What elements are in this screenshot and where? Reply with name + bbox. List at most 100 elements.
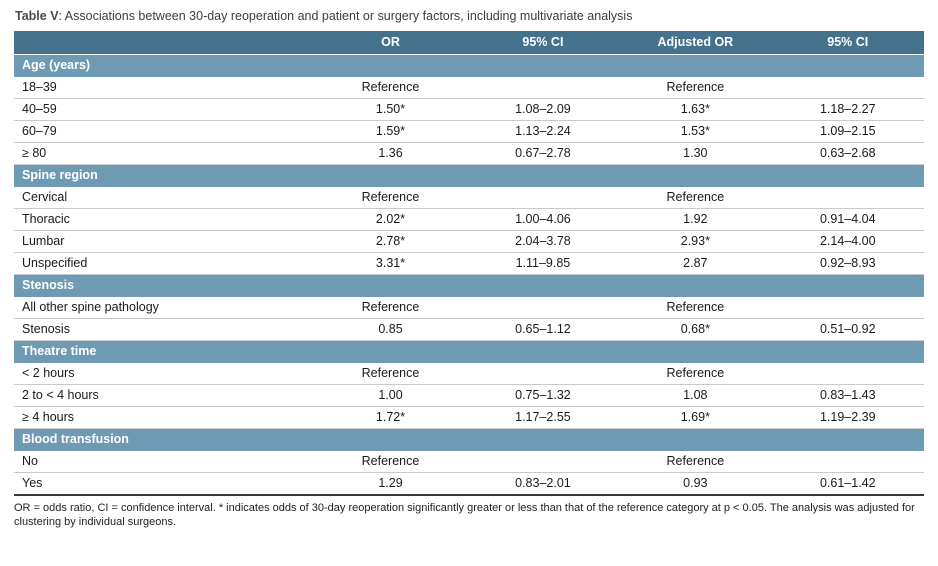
cell-value: Reference xyxy=(619,186,772,209)
table-title-text: : Associations between 30-day reoperatio… xyxy=(58,9,633,23)
cell-value: 0.61–1.42 xyxy=(771,472,924,496)
row-label: 40–59 xyxy=(14,98,315,121)
table-row: Stenosis 0.85 0.65–1.12 0.68* 0.51–0.92 xyxy=(14,318,924,341)
table-row: 40–59 1.50* 1.08–2.09 1.63* 1.18–2.27 xyxy=(14,98,924,121)
table-row: < 2 hours Reference Reference xyxy=(14,362,924,385)
section-header-row: Age (years) xyxy=(14,54,924,77)
cell-value: 0.63–2.68 xyxy=(771,142,924,165)
cell-value: Reference xyxy=(314,186,467,209)
table-row: ≥ 80 1.36 0.67–2.78 1.30 0.63–2.68 xyxy=(14,142,924,165)
row-label: ≥ 4 hours xyxy=(14,406,315,429)
cell-value xyxy=(771,450,924,473)
cell-value: 0.67–2.78 xyxy=(466,142,620,165)
section-header: Stenosis xyxy=(14,274,924,297)
section-header-row: Blood transfusion xyxy=(14,428,924,451)
cell-value xyxy=(466,76,620,99)
table-footnote: OR = odds ratio, CI = confidence interva… xyxy=(14,502,915,528)
cell-value: 0.68* xyxy=(619,318,772,341)
cell-value: 0.75–1.32 xyxy=(466,384,620,407)
cell-value: Reference xyxy=(314,76,467,99)
row-label: 60–79 xyxy=(14,120,315,143)
cell-value: 1.59* xyxy=(314,120,467,143)
cell-value xyxy=(771,296,924,319)
cell-value: 1.72* xyxy=(314,406,467,429)
cell-value: 2.93* xyxy=(619,230,772,253)
table-row: Unspecified 3.31* 1.11–9.85 2.87 0.92–8.93 xyxy=(14,252,924,275)
column-header: OR xyxy=(314,31,467,55)
cell-value: 0.83–2.01 xyxy=(466,472,620,496)
row-label: No xyxy=(14,450,315,473)
row-label: Cervical xyxy=(14,186,315,209)
row-label: Thoracic xyxy=(14,208,315,231)
cell-value: 1.08 xyxy=(619,384,772,407)
table-row: Thoracic 2.02* 1.00–4.06 1.92 0.91–4.04 xyxy=(14,208,924,231)
table-row: ≥ 4 hours 1.72* 1.17–2.55 1.69* 1.19–2.39 xyxy=(14,406,924,429)
cell-value: 2.87 xyxy=(619,252,772,275)
cell-value: 1.13–2.24 xyxy=(466,120,620,143)
table-title-label: Table V xyxy=(15,9,59,23)
cell-value: 1.08–2.09 xyxy=(466,98,620,121)
cell-value: 3.31* xyxy=(314,252,467,275)
section-header: Blood transfusion xyxy=(14,428,924,451)
section-header: Theatre time xyxy=(14,340,924,363)
cell-value: Reference xyxy=(619,362,772,385)
table-title: Table V: Associations between 30-day reo… xyxy=(15,9,924,24)
cell-value xyxy=(466,186,620,209)
cell-value xyxy=(771,362,924,385)
cell-value: 2.02* xyxy=(314,208,467,231)
table-body: Age (years) 18–39 Reference Reference 40–59 1… xyxy=(14,54,924,496)
cell-value: 1.53* xyxy=(619,120,772,143)
section-header-row: Spine region xyxy=(14,164,924,187)
row-label: 2 to < 4 hours xyxy=(14,384,315,407)
cell-value: 0.51–0.92 xyxy=(771,318,924,341)
cell-value: Reference xyxy=(314,450,467,473)
cell-value: 1.00–4.06 xyxy=(466,208,620,231)
cell-value: 1.36 xyxy=(314,142,467,165)
cell-value: 1.00 xyxy=(314,384,467,407)
cell-value: Reference xyxy=(619,76,772,99)
column-header: 95% CI xyxy=(771,31,924,55)
cell-value: 0.65–1.12 xyxy=(466,318,620,341)
cell-value: 0.93 xyxy=(619,472,772,496)
row-label: 18–39 xyxy=(14,76,315,99)
section-header-row: Theatre time xyxy=(14,340,924,363)
cell-value: 1.92 xyxy=(619,208,772,231)
row-label-column-header xyxy=(14,31,315,55)
table-row: Cervical Reference Reference xyxy=(14,186,924,209)
table-row: 60–79 1.59* 1.13–2.24 1.53* 1.09–2.15 xyxy=(14,120,924,143)
cell-value: 2.04–3.78 xyxy=(466,230,620,253)
cell-value: 1.09–2.15 xyxy=(771,120,924,143)
cell-value: 1.69* xyxy=(619,406,772,429)
cell-value: 1.19–2.39 xyxy=(771,406,924,429)
table-row: 2 to < 4 hours 1.00 0.75–1.32 1.08 0.83–1.43 xyxy=(14,384,924,407)
cell-value xyxy=(771,76,924,99)
cell-value: 1.11–9.85 xyxy=(466,252,620,275)
row-label: < 2 hours xyxy=(14,362,315,385)
row-label: Unspecified xyxy=(14,252,315,275)
cell-value xyxy=(466,362,620,385)
cell-value xyxy=(466,296,620,319)
row-label: All other spine pathology xyxy=(14,296,315,319)
cell-value: 1.50* xyxy=(314,98,467,121)
cell-value: 2.14–4.00 xyxy=(771,230,924,253)
cell-value: 0.92–8.93 xyxy=(771,252,924,275)
cell-value: Reference xyxy=(314,296,467,319)
cell-value: 2.78* xyxy=(314,230,467,253)
section-header: Spine region xyxy=(14,164,924,187)
table-row: Lumbar 2.78* 2.04–3.78 2.93* 2.14–4.00 xyxy=(14,230,924,253)
table-row: No Reference Reference xyxy=(14,450,924,473)
cell-value: 1.30 xyxy=(619,142,772,165)
row-label: Stenosis xyxy=(14,318,315,341)
cell-value xyxy=(466,450,620,473)
table-row: 18–39 Reference Reference xyxy=(14,76,924,99)
table-header: OR 95% CI Adjusted OR 95% CI xyxy=(14,31,924,55)
table-header-row: OR 95% CI Adjusted OR 95% CI xyxy=(14,31,924,55)
cell-value xyxy=(771,186,924,209)
cell-value: 1.17–2.55 xyxy=(466,406,620,429)
table-row: Yes 1.29 0.83–2.01 0.93 0.61–1.42 xyxy=(14,472,924,496)
row-label: Yes xyxy=(14,472,315,496)
column-header: Adjusted OR xyxy=(619,31,772,55)
table-row: All other spine pathology Reference Refere… xyxy=(14,296,924,319)
cell-value: 0.91–4.04 xyxy=(771,208,924,231)
